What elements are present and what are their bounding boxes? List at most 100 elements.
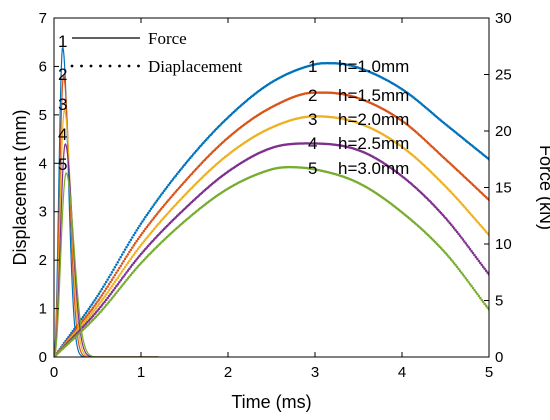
displacement-point-3 xyxy=(107,289,111,292)
series-name-3: h=2.0mm xyxy=(338,110,409,129)
force-peak-label-2: 2 xyxy=(58,65,67,84)
displacement-point-3 xyxy=(158,221,162,224)
displacement-line-2 xyxy=(54,91,489,357)
displacement-point-4 xyxy=(113,287,117,290)
displacement-point-5 xyxy=(451,260,454,263)
series-number-3: 3 xyxy=(308,110,317,129)
displacement-point-3 xyxy=(123,265,127,269)
displacement-point-1 xyxy=(193,151,196,155)
displacement-point-4 xyxy=(467,246,470,249)
legend-dot xyxy=(127,64,131,68)
displacement-point-3 xyxy=(125,263,128,267)
displacement-point-4 xyxy=(448,221,452,225)
force-line-5 xyxy=(54,172,159,357)
displacement-point-1 xyxy=(149,207,153,211)
displacement-point-4 xyxy=(132,261,135,265)
displacement-point-1 xyxy=(113,265,117,269)
displacement-point-2 xyxy=(164,202,167,205)
displacement-point-1 xyxy=(168,181,172,185)
y-right-tick-label: 0 xyxy=(495,349,503,366)
displacement-point-3 xyxy=(104,293,108,296)
displacement-point-4 xyxy=(84,322,88,325)
displacement-point-4 xyxy=(115,285,118,288)
displacement-point-3 xyxy=(165,212,169,216)
series-number-5: 5 xyxy=(308,159,317,178)
displacement-point-5 xyxy=(110,296,114,300)
displacement-point-3 xyxy=(142,240,146,243)
displacement-point-5 xyxy=(442,250,446,253)
displacement-point-3 xyxy=(452,194,456,197)
displacement-point-5 xyxy=(445,253,449,256)
y-right-tick-label: 20 xyxy=(495,123,512,140)
displacement-point-2 xyxy=(102,291,105,295)
displacement-point-1 xyxy=(162,189,166,193)
displacement-point-5 xyxy=(135,266,138,270)
displacement-point-2 xyxy=(93,304,96,307)
displacement-point-4 xyxy=(145,246,149,249)
displacement-point-2 xyxy=(91,306,95,309)
displacement-point-4 xyxy=(473,253,476,257)
displacement-point-4 xyxy=(476,257,479,261)
displacement-point-3 xyxy=(473,217,476,220)
displacement-point-3 xyxy=(83,320,86,324)
displacement-point-5 xyxy=(120,284,124,287)
displacement-point-2 xyxy=(158,209,162,212)
displacement-point-4 xyxy=(470,249,473,253)
displacement-point-4 xyxy=(439,211,443,215)
displacement-point-3 xyxy=(167,211,170,214)
displacement-point-4 xyxy=(133,259,137,263)
displacement-point-4 xyxy=(444,216,447,220)
displacement-point-5 xyxy=(466,279,469,282)
displacement-point-5 xyxy=(128,275,131,278)
y-left-tick-label: 0 xyxy=(39,349,47,366)
displacement-point-1 xyxy=(141,220,144,223)
displacement-point-4 xyxy=(118,281,121,284)
displacement-point-4 xyxy=(97,307,101,311)
displacement-point-3 xyxy=(157,222,160,226)
displacement-point-3 xyxy=(128,259,131,263)
y-right-axis-title: Force (kN) xyxy=(536,145,550,230)
displacement-point-2 xyxy=(113,273,117,277)
series-name-2: h=1.5mm xyxy=(338,86,409,105)
displacement-point-1 xyxy=(157,197,160,200)
force-line-1 xyxy=(54,45,159,357)
displacement-point-2 xyxy=(133,242,137,245)
displacement-point-1 xyxy=(165,185,169,189)
displacement-point-3 xyxy=(476,220,479,224)
displacement-point-4 xyxy=(483,267,486,271)
displacement-point-5 xyxy=(107,300,111,304)
displacement-point-2 xyxy=(103,289,106,293)
displacement-point-3 xyxy=(135,249,138,253)
displacement-point-5 xyxy=(129,273,133,277)
force-peak-label-5: 5 xyxy=(58,155,67,174)
displacement-point-3 xyxy=(486,232,489,235)
displacement-point-5 xyxy=(448,256,452,260)
displacement-point-4 xyxy=(455,230,459,234)
y-right-tick-label: 30 xyxy=(495,10,512,27)
displacement-point-5 xyxy=(99,310,102,314)
displacement-point-1 xyxy=(178,169,182,172)
displacement-point-2 xyxy=(129,248,133,252)
displacement-line-3 xyxy=(54,115,489,357)
displacement-point-4 xyxy=(142,249,146,253)
displacement-point-5 xyxy=(132,270,135,273)
displacement-point-2 xyxy=(149,220,153,223)
displacement-point-5 xyxy=(477,294,481,298)
displacement-point-4 xyxy=(480,263,483,267)
displacement-point-1 xyxy=(180,167,183,170)
displacement-point-3 xyxy=(155,224,159,227)
force-peak-label-4: 4 xyxy=(58,125,67,144)
displacement-point-2 xyxy=(183,180,186,184)
force-line-2 xyxy=(54,75,159,357)
displacement-point-3 xyxy=(468,212,472,215)
series-name-5: h=3.0mm xyxy=(338,159,409,178)
displacement-point-1 xyxy=(119,255,122,259)
displacement-point-2 xyxy=(115,271,118,275)
displacement-point-2 xyxy=(180,183,183,187)
legend-force-label: Force xyxy=(148,29,187,48)
displacement-point-4 xyxy=(484,269,488,272)
displacement-point-3 xyxy=(89,313,92,317)
displacement-point-1 xyxy=(110,270,114,274)
displacement-point-2 xyxy=(139,233,143,237)
displacement-point-1 xyxy=(203,140,207,143)
